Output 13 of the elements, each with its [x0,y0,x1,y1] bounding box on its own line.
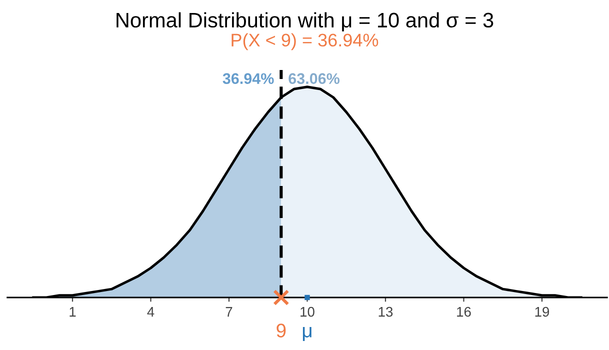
chart-title: Normal Distribution with μ = 10 and σ = 3 [116,12,494,32]
series-label: 9 [276,324,286,338]
x-tick-label: 13 [378,306,393,317]
series-label: 63.06% [288,73,340,84]
series-label: 36.94% [222,73,274,84]
series-label: μ [302,326,312,341]
x-tick-label: 1 [70,307,76,317]
chart-subtitle: P(X < 9) = 36.94% [232,33,378,50]
x-tick-label: 19 [535,306,550,317]
x-tick-label: 10 [300,306,314,317]
x-tick-label: 16 [457,306,471,317]
x-tick-label: 4 [147,307,154,317]
x-tick-label: 7 [226,307,232,317]
